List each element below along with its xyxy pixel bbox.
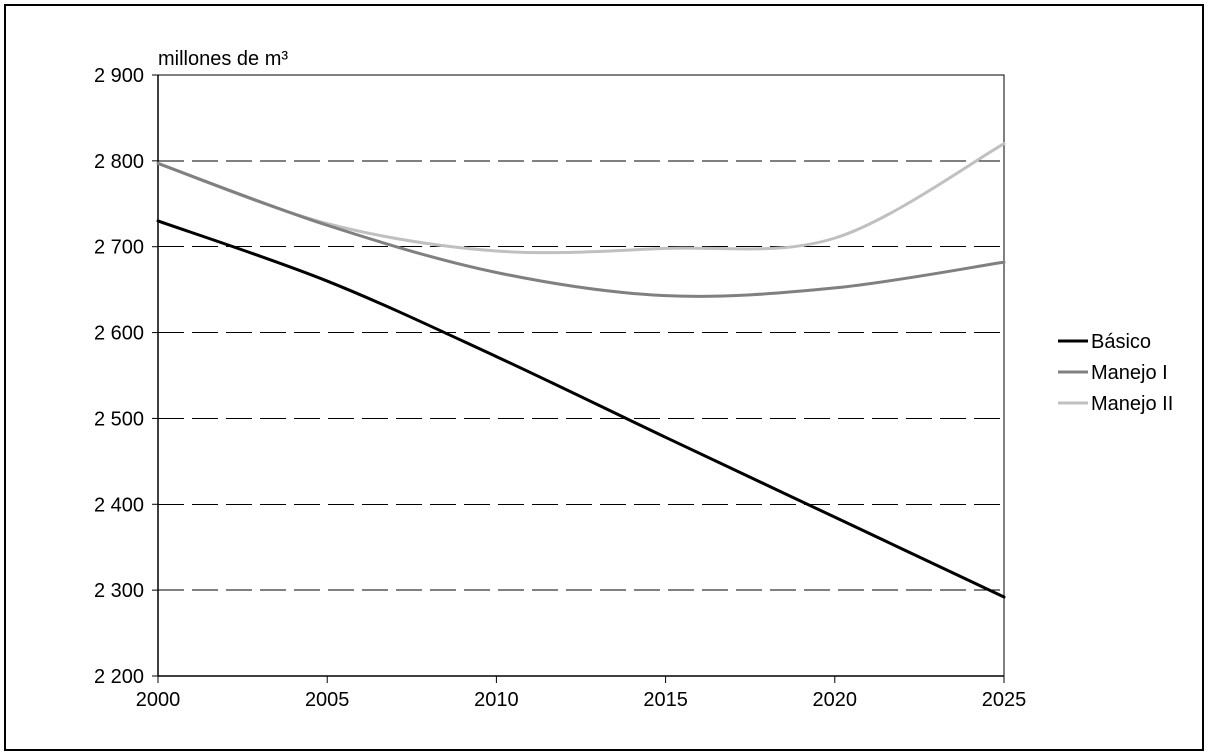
- x-tick-label: 2015: [643, 689, 688, 711]
- y-axis-unit-label: millones de m³: [158, 48, 288, 70]
- y-axis-tick-labels: 2 200 2 300 2 400 2 500 2 600 2 700 2 800 2 900: [94, 65, 144, 688]
- x-tick-label: 2010: [474, 689, 519, 711]
- series-lines: [156, 142, 1006, 599]
- y-tick-label: 2 500: [94, 408, 144, 430]
- y-tick-label: 2 200: [94, 666, 144, 688]
- y-tick-label: 2 800: [94, 151, 144, 173]
- plot-area-border: [157, 74, 1005, 677]
- x-tick-label: 2000: [136, 689, 181, 711]
- series-line-manejo-i: [156, 161, 1006, 298]
- y-tick-label: 2 900: [94, 65, 144, 87]
- series-line-basico: [156, 219, 1006, 599]
- axes: [152, 74, 1005, 683]
- legend: Básico Manejo I Manejo II: [1058, 331, 1173, 415]
- legend-label: Manejo II: [1091, 393, 1173, 415]
- legend-label: Manejo I: [1091, 362, 1168, 384]
- grid-lines: [158, 74, 1004, 591]
- legend-label: Básico: [1091, 331, 1151, 353]
- y-tick-label: 2 300: [94, 580, 144, 602]
- x-tick-label: 2020: [813, 689, 858, 711]
- x-tick-label: 2025: [982, 689, 1027, 711]
- series-line-manejo-ii: [156, 142, 1006, 255]
- y-tick-label: 2 400: [94, 494, 144, 516]
- y-tick-label: 2 700: [94, 237, 144, 259]
- y-tick-label: 2 600: [94, 323, 144, 345]
- x-tick-label: 2005: [305, 689, 350, 711]
- x-axis-tick-labels: 2000 2005 2010 2015 2020 2025: [136, 689, 1027, 711]
